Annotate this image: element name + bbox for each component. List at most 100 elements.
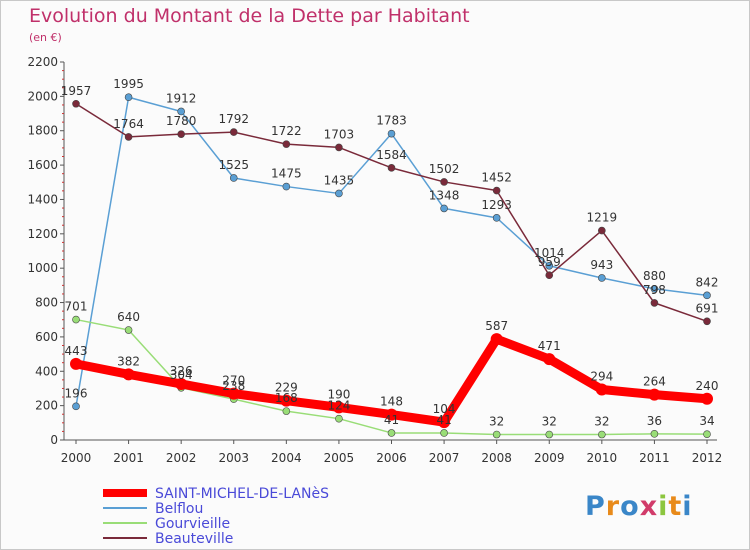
data-label: 1703: [324, 127, 355, 141]
data-point: [648, 388, 661, 401]
data-point: [72, 315, 80, 324]
data-point: [490, 333, 503, 346]
data-point: [492, 430, 501, 439]
data-point: [175, 377, 188, 390]
data-label: 959: [538, 255, 561, 269]
data-label: 41: [384, 413, 399, 427]
data-point: [387, 164, 396, 172]
y-tick-label: 1400: [27, 192, 58, 206]
data-point: [703, 291, 711, 300]
x-tick-label: 2004: [271, 451, 302, 465]
x-tick-label: 2012: [692, 451, 723, 465]
x-tick-label: 2008: [481, 451, 512, 465]
logo-letter: P: [585, 491, 606, 522]
data-point: [650, 284, 659, 293]
x-tick-label: 2002: [166, 451, 197, 465]
data-label: 880: [643, 269, 666, 283]
data-point: [598, 430, 606, 439]
data-label: 587: [485, 319, 508, 333]
logo-letter: r: [605, 491, 621, 522]
y-tick-label: 1200: [27, 227, 58, 241]
logo-letter: i: [682, 491, 693, 522]
data-point: [545, 271, 554, 280]
data-point: [598, 274, 606, 282]
data-point: [492, 186, 501, 195]
data-point: [282, 140, 291, 148]
data-point: [72, 99, 80, 108]
data-label: 842: [696, 275, 719, 289]
y-tick-label: 600: [35, 330, 58, 344]
data-point: [598, 226, 606, 235]
data-point: [545, 261, 554, 270]
data-label: 34: [699, 414, 714, 428]
data-label: 326: [170, 364, 193, 378]
data-label: 1435: [324, 173, 355, 187]
data-label: 701: [65, 300, 88, 314]
legend-label: Gourvieille: [155, 516, 230, 532]
data-label: 240: [696, 379, 719, 393]
data-label: 32: [489, 415, 504, 429]
y-tick-label: 800: [35, 296, 58, 310]
data-point: [703, 430, 711, 438]
data-point: [122, 368, 135, 381]
x-tick-label: 2001: [113, 451, 144, 465]
data-point: [703, 317, 711, 326]
legend-label: Beauteville: [155, 531, 233, 547]
data-point: [387, 429, 396, 437]
data-label: 943: [590, 258, 613, 272]
data-label: 1219: [587, 211, 618, 225]
data-label: 104: [433, 402, 456, 416]
data-label: 1014: [534, 246, 565, 260]
data-label: 798: [643, 283, 666, 297]
data-point: [650, 430, 659, 438]
data-label: 1722: [271, 124, 302, 138]
y-tick-label: 200: [35, 399, 58, 413]
data-point: [229, 174, 238, 182]
x-tick-label: 2006: [376, 451, 407, 465]
x-tick-label: 2000: [61, 451, 92, 465]
data-label: 443: [65, 344, 88, 358]
logo-letter: o: [620, 491, 640, 522]
data-point: [545, 430, 554, 439]
y-tick-label: 1800: [27, 124, 58, 138]
data-point: [124, 93, 133, 102]
series-beauteville: [72, 99, 711, 326]
chart-unit: (en €): [29, 31, 62, 44]
data-label: 1957: [61, 84, 92, 98]
x-tick-label: 2007: [429, 451, 460, 465]
data-label: 229: [275, 381, 298, 395]
data-point: [124, 326, 133, 334]
data-point: [124, 133, 133, 141]
x-tick-label: 2010: [587, 451, 618, 465]
logo-letter: i: [658, 491, 669, 522]
data-label: 264: [643, 375, 666, 389]
data-label: 1525: [218, 158, 249, 172]
data-label: 196: [65, 386, 88, 400]
data-point: [385, 408, 398, 421]
chart-title: Evolution du Montant de la Dette par Hab…: [29, 5, 470, 27]
data-point: [229, 128, 238, 136]
data-label: 1475: [271, 167, 302, 181]
data-label: 1912: [166, 91, 197, 105]
data-label: 1584: [376, 148, 407, 162]
data-label: 1293: [481, 198, 512, 212]
data-point: [177, 130, 185, 138]
proxiti-logo: Proxiti: [585, 491, 693, 522]
data-point: [440, 178, 448, 186]
data-label: 148: [380, 395, 403, 409]
data-label: 471: [538, 339, 561, 353]
legend-label: Belflou: [155, 501, 203, 517]
data-label: 304: [170, 368, 193, 382]
data-label: 640: [117, 310, 140, 324]
y-tick-label: 400: [35, 364, 58, 378]
data-label: 1502: [429, 162, 460, 176]
data-label: 1780: [166, 114, 197, 128]
data-point: [227, 387, 240, 400]
data-label: 41: [436, 413, 451, 427]
data-point: [387, 129, 396, 138]
data-label: 36: [647, 414, 662, 428]
data-point: [280, 394, 293, 407]
data-point: [438, 416, 451, 429]
